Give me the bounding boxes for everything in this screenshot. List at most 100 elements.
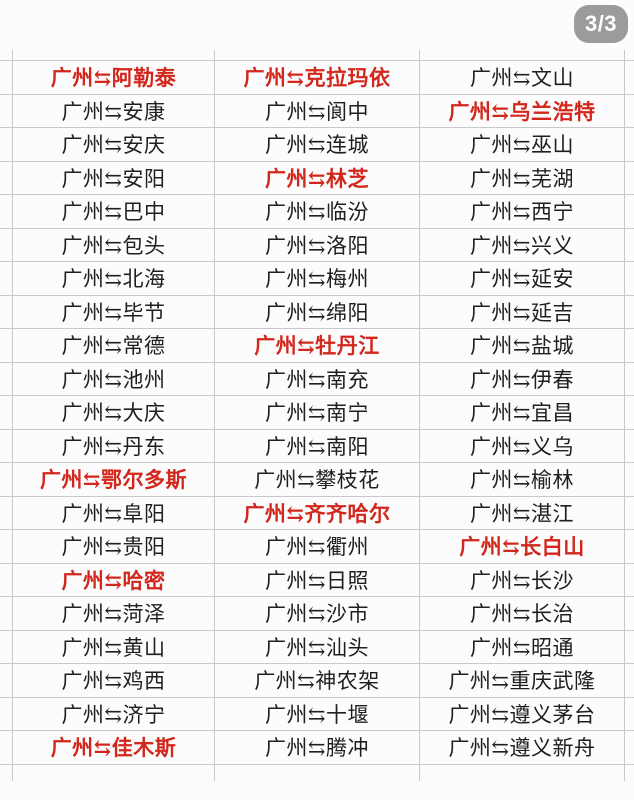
table-stub-bottom-cell: [0, 764, 13, 781]
table-stub-top-cell: [0, 50, 13, 61]
route-label: 广州⇆沙市: [264, 602, 370, 627]
route-label: 广州⇆腾冲: [264, 736, 370, 761]
route-label: 广州⇆林芝: [264, 165, 370, 191]
table-stub-side-cell: [625, 463, 634, 497]
route-label: 广州⇆贵阳: [61, 535, 166, 560]
table-stub-side-cell: [625, 262, 634, 296]
table-stub-side-cell: [0, 195, 13, 229]
table-stub-side-cell: [0, 697, 13, 731]
route-label: 广州⇆大庆: [61, 401, 166, 426]
route-label: 广州⇆南充: [264, 367, 370, 392]
table-stub-side-cell: [625, 430, 634, 463]
table-stub-bottom-cell: [13, 764, 215, 781]
table-stub-side-cell: [625, 664, 634, 698]
route-cell: 广州⇆义乌: [420, 429, 625, 463]
table-stub-side-cell: [0, 396, 13, 430]
table-stub-side-cell: [0, 463, 13, 497]
route-label: 广州⇆济宁: [61, 702, 166, 727]
route-cell: 广州⇆阿勒泰: [13, 61, 215, 95]
table-stub-side-cell: [625, 363, 634, 396]
route-label: 广州⇆池州: [61, 367, 166, 392]
route-label: 广州⇆遵义新舟: [448, 736, 596, 761]
route-cell: 广州⇆牡丹江: [215, 329, 420, 363]
table-stub-side-cell: [0, 262, 13, 296]
route-label: 广州⇆哈密: [61, 567, 166, 593]
table-stub-side-cell: [625, 61, 634, 95]
route-cell: 广州⇆神农架: [215, 664, 420, 698]
route-label: 广州⇆长白山: [459, 534, 585, 560]
route-label: 广州⇆梅州: [264, 267, 370, 292]
table-stub-side-cell: [625, 195, 634, 229]
route-cell: 广州⇆延吉: [420, 295, 625, 329]
table-stub-side-cell: [625, 95, 634, 128]
route-cell: 广州⇆池州: [13, 362, 215, 396]
table-stub-side-cell: [625, 329, 634, 363]
route-label: 广州⇆日照: [264, 568, 370, 593]
route-cell: 广州⇆重庆武隆: [420, 664, 625, 698]
route-label: 广州⇆洛阳: [264, 233, 370, 258]
route-label: 广州⇆长治: [469, 602, 575, 627]
route-cell: 广州⇆包头: [13, 228, 215, 262]
route-label: 广州⇆临汾: [264, 200, 370, 225]
route-cell: 广州⇆克拉玛依: [215, 61, 420, 95]
route-label: 广州⇆包头: [61, 233, 166, 258]
route-cell: 广州⇆盐城: [420, 329, 625, 363]
route-cell: 广州⇆毕节: [13, 295, 215, 329]
table-stub-side-cell: [0, 161, 13, 195]
route-label: 广州⇆遵义茅台: [448, 702, 596, 727]
route-label: 广州⇆长沙: [469, 568, 575, 593]
table-stub-side-cell: [625, 162, 634, 195]
route-cell: 广州⇆巫山: [420, 128, 625, 162]
route-label: 广州⇆宜昌: [469, 401, 575, 426]
route-cell: 广州⇆南宁: [215, 396, 420, 430]
table-stub-top-cell: [215, 50, 420, 61]
table-stub-side-cell: [625, 731, 634, 765]
route-label: 广州⇆连城: [264, 133, 370, 158]
route-label: 广州⇆安庆: [61, 133, 166, 158]
route-cell: 广州⇆长白山: [420, 530, 625, 564]
route-label: 广州⇆十堰: [264, 702, 370, 727]
route-label: 广州⇆南宁: [264, 401, 370, 426]
table-stub-side-cell: [0, 61, 13, 95]
table-stub-top-cell: [420, 50, 625, 61]
route-cell: 广州⇆兴义: [420, 228, 625, 262]
route-cell: 广州⇆巴中: [13, 195, 215, 229]
route-label: 广州⇆安康: [61, 99, 166, 124]
route-cell: 广州⇆菏泽: [13, 597, 215, 631]
route-cell: 广州⇆阆中: [215, 94, 420, 128]
route-label: 广州⇆湛江: [469, 501, 575, 526]
route-label: 广州⇆牡丹江: [254, 333, 380, 359]
route-label: 广州⇆毕节: [61, 300, 166, 325]
route-cell: 广州⇆常德: [13, 329, 215, 363]
route-label: 广州⇆黄山: [61, 635, 166, 660]
route-label: 广州⇆阜阳: [61, 501, 166, 526]
route-cell: 广州⇆安庆: [13, 128, 215, 162]
table-stub-side-cell: [0, 597, 13, 631]
route-cell: 广州⇆临汾: [215, 195, 420, 229]
route-cell: 广州⇆黄山: [13, 630, 215, 664]
route-label: 广州⇆绵阳: [264, 300, 370, 325]
route-cell: 广州⇆安阳: [13, 161, 215, 195]
table-stub-side-cell: [625, 296, 634, 329]
route-label: 广州⇆西宁: [469, 200, 575, 225]
route-cell: 广州⇆湛江: [420, 496, 625, 530]
route-cell: 广州⇆济宁: [13, 697, 215, 731]
table-stub-side-cell: [0, 664, 13, 698]
route-label: 广州⇆盐城: [469, 334, 575, 359]
routes-table: 广州⇆阿勒泰 广州⇆克拉玛依 广州⇆文山 广州⇆安康 广州⇆阆中 广州⇆乌兰浩特 广州⇆安庆…: [0, 50, 634, 781]
route-cell: 广州⇆芜湖: [420, 161, 625, 195]
route-cell: 广州⇆佳木斯: [13, 731, 215, 765]
route-cell: 广州⇆安康: [13, 94, 215, 128]
route-cell: 广州⇆连城: [215, 128, 420, 162]
table-stub-side-cell: [625, 530, 634, 564]
route-label: 广州⇆义乌: [469, 434, 575, 459]
route-cell: 广州⇆伊春: [420, 362, 625, 396]
table-stub-side-cell: [0, 563, 13, 597]
route-cell: 广州⇆汕头: [215, 630, 420, 664]
route-cell: 广州⇆阜阳: [13, 496, 215, 530]
route-cell: 广州⇆日照: [215, 563, 420, 597]
route-label: 广州⇆延安: [469, 267, 575, 292]
route-label: 广州⇆汕头: [264, 635, 370, 660]
table-stub-side-cell: [0, 731, 13, 765]
